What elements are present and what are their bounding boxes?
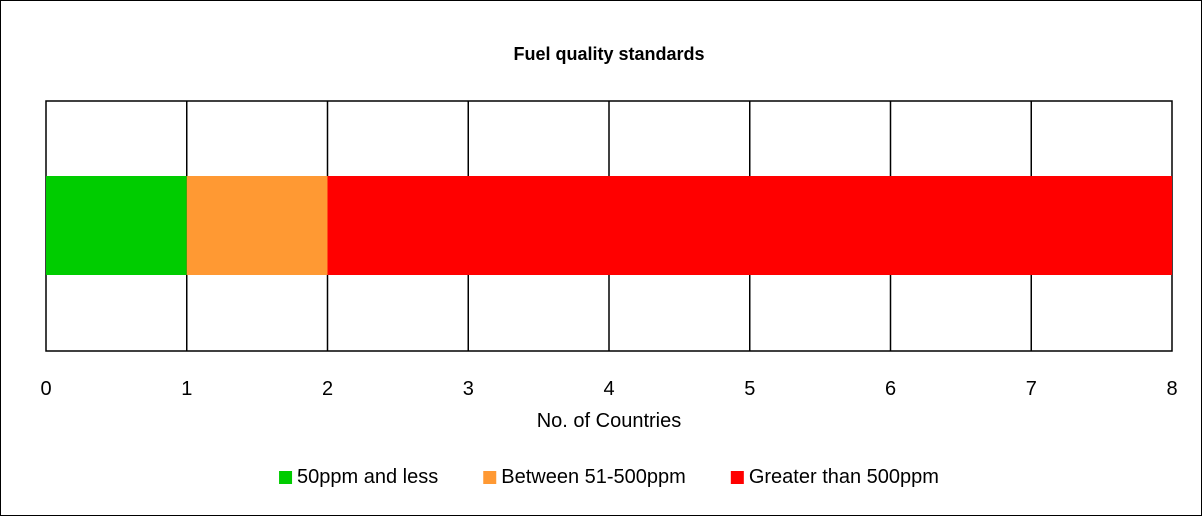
x-tick-label: 4	[603, 378, 614, 400]
legend-swatch	[483, 471, 497, 484]
legend-swatch	[279, 471, 293, 484]
legend-label: 50ppm and less	[297, 466, 438, 488]
legend-label: Greater than 500ppm	[749, 466, 939, 488]
x-tick-label: 2	[322, 378, 333, 400]
x-tick-label: 1	[181, 378, 192, 400]
x-axis-label: No. of Countries	[537, 410, 682, 432]
chart-title: Fuel quality standards	[513, 44, 704, 64]
x-tick-labels: 0 1 2 3 4 5 6 7 8	[40, 378, 1177, 400]
legend: 50ppm and less Between 51-500ppm Greater t…	[279, 466, 939, 488]
legend-label: Between 51-500ppm	[501, 466, 686, 488]
x-tick-label: 6	[885, 378, 896, 400]
legend-item-3: Greater than 500ppm	[730, 466, 939, 488]
x-tick-label: 0	[40, 378, 51, 400]
legend-item-2: Between 51-500ppm	[483, 466, 686, 488]
legend-swatch	[730, 471, 744, 484]
x-tick-label: 3	[463, 378, 474, 400]
bar-segment-2	[186, 176, 328, 275]
x-tick-label: 5	[744, 378, 755, 400]
bar-segment-1	[46, 176, 187, 275]
bar-segment-3	[327, 176, 1172, 275]
chart-bars	[46, 176, 1172, 275]
legend-item-1: 50ppm and less	[279, 466, 438, 488]
x-tick-label: 8	[1166, 378, 1177, 400]
x-tick-label: 7	[1026, 378, 1037, 400]
